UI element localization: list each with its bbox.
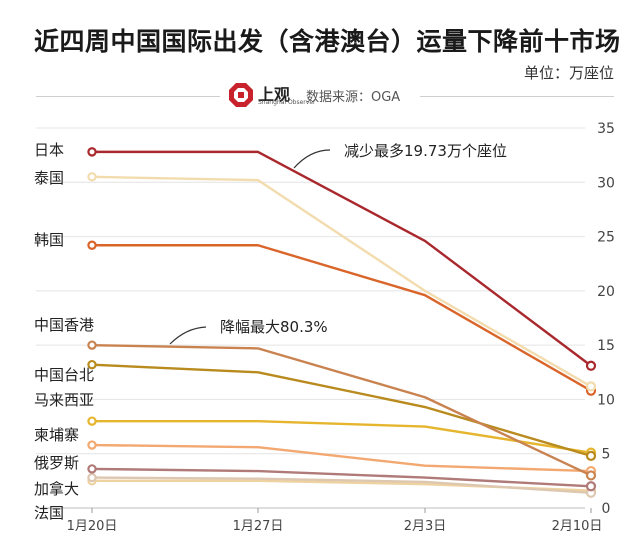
annotation-text: 减少最多19.73万个座位 [344, 142, 507, 160]
series-line [92, 244, 592, 392]
chart-title: 近四周中国国际出发（含港澳台）运量下降前十市场 [34, 27, 621, 56]
series-line [91, 363, 592, 458]
series-label: 中国台北 [34, 366, 94, 384]
series-label: 柬埔寨 [34, 426, 79, 444]
divider-left [36, 96, 220, 97]
series-start-point [87, 359, 97, 370]
y-tick-label: 20 [597, 284, 615, 300]
unit-label: 单位：万座位 [523, 64, 614, 82]
series-label: 中国香港 [34, 316, 94, 334]
y-tick-label: 30 [597, 175, 615, 191]
y-tick-label: 5 [602, 447, 611, 463]
series-line [92, 419, 592, 454]
series-end-point [585, 450, 597, 461]
y-tick-label: 15 [597, 338, 615, 354]
series-label: 泰国 [34, 169, 64, 187]
series-label: 马来西亚 [34, 391, 94, 409]
series-line [91, 175, 592, 388]
series-label: 法国 [34, 504, 64, 522]
series-line [91, 467, 592, 488]
series-start-point [87, 147, 97, 157]
y-tick-label: 25 [597, 230, 615, 246]
data-source: 数据来源：OGA [306, 90, 401, 105]
series-start-point [87, 240, 97, 250]
series-start-point [87, 472, 97, 483]
series-line [91, 476, 592, 494]
x-tick-label: 1月27日 [233, 519, 284, 534]
series-end-point [585, 470, 597, 481]
series-label: 韩国 [34, 231, 64, 249]
series-line [91, 343, 592, 477]
series-label: 加拿大 [34, 480, 79, 498]
y-tick-label: 10 [597, 392, 615, 408]
logo-text: 上观 [258, 85, 291, 104]
series-start-point [87, 464, 97, 474]
annotation-leader [169, 326, 207, 345]
series-start-point [87, 416, 97, 426]
series-label: 日本 [34, 141, 64, 159]
series-start-point [87, 172, 97, 182]
annotation-leader [293, 149, 331, 169]
x-tick-label: 2月10日 [552, 519, 603, 534]
shanghai-observer-logo-icon [229, 83, 253, 107]
source-bar: 上观 Shanghai Observer 数据来源：OGA [0, 80, 640, 110]
series-end-point [585, 381, 597, 392]
series-line [91, 443, 592, 473]
series-end-point [585, 481, 597, 492]
series-end-point [585, 360, 597, 371]
x-tick-label: 2月3日 [404, 519, 447, 534]
x-tick-label: 1月20日 [67, 519, 118, 534]
series-start-point [87, 340, 97, 350]
logo-subtext: Shanghai Observer [258, 99, 316, 106]
divider-right [420, 96, 614, 97]
series-label: 俄罗斯 [34, 454, 79, 472]
annotation-text: 降幅最大80.3% [220, 318, 328, 336]
y-tick-label: 0 [602, 501, 611, 517]
series-line [92, 150, 592, 367]
series-start-point [87, 440, 97, 450]
y-tick-label: 35 [597, 121, 615, 137]
